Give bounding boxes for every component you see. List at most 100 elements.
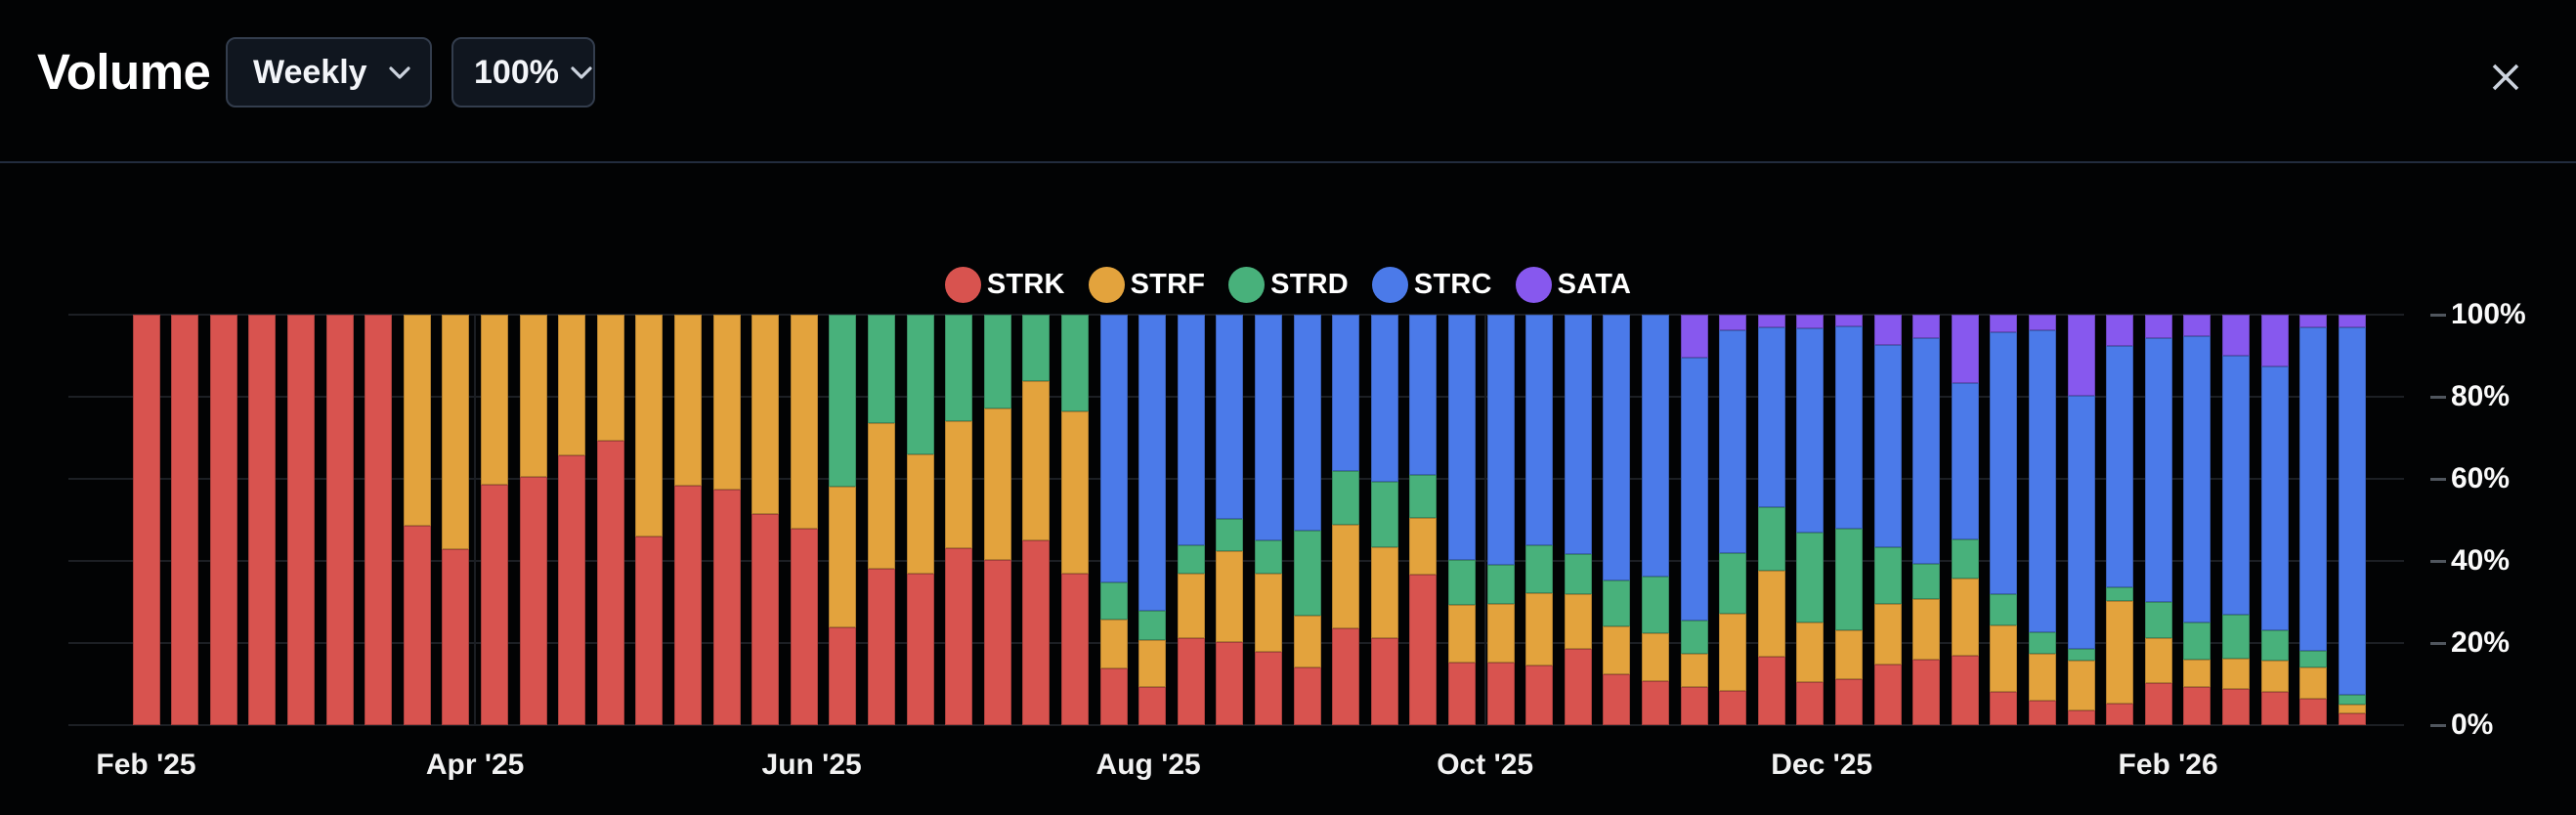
- bar-week-32[interactable]: [1332, 315, 1360, 725]
- bar-week-34[interactable]: [1409, 315, 1438, 725]
- bar-week-38[interactable]: [1564, 315, 1592, 725]
- bar-week-37[interactable]: [1525, 315, 1554, 725]
- bar-week-48[interactable]: [1951, 315, 1979, 725]
- scale-dropdown[interactable]: 100%: [451, 37, 595, 107]
- bar-segment-strk: [2221, 689, 2250, 725]
- bar-week-43[interactable]: [1757, 315, 1785, 725]
- bar-week-45[interactable]: [1834, 315, 1863, 725]
- bar-week-18[interactable]: [790, 315, 818, 725]
- bar-week-30[interactable]: [1254, 315, 1282, 725]
- legend-item-strf[interactable]: STRF: [1088, 266, 1206, 303]
- bar-week-44[interactable]: [1796, 315, 1825, 725]
- bar-segment-strf: [1951, 578, 1979, 657]
- bar-week-54[interactable]: [2183, 315, 2211, 725]
- bar-segment-sata: [1796, 315, 1825, 328]
- bar-segment-strd: [945, 315, 973, 422]
- bar-week-52[interactable]: [2106, 315, 2134, 725]
- legend-item-strd[interactable]: STRD: [1228, 266, 1349, 303]
- x-axis-label: Aug '25: [1095, 749, 1201, 781]
- bar-week-40[interactable]: [1641, 315, 1669, 725]
- bar-week-49[interactable]: [1990, 315, 2018, 725]
- bar-week-8[interactable]: [403, 315, 431, 725]
- bar-segment-strf: [1177, 573, 1205, 639]
- bar-week-20[interactable]: [867, 315, 895, 725]
- bar-segment-strf: [790, 315, 818, 530]
- bar-segment-strc: [1332, 315, 1360, 471]
- bar-segment-strc: [1564, 315, 1592, 554]
- bar-segment-strc: [1719, 329, 1747, 554]
- gridline: [474, 315, 477, 725]
- bar-segment-strk: [1641, 681, 1669, 725]
- bar-week-3[interactable]: [209, 315, 237, 725]
- bar-week-50[interactable]: [2028, 315, 2056, 725]
- scale-dropdown-value: 100%: [474, 53, 559, 91]
- bar-segment-strd: [1564, 553, 1592, 595]
- bar-week-22[interactable]: [945, 315, 973, 725]
- bar-week-15[interactable]: [673, 315, 702, 725]
- bar-segment-strc: [2260, 365, 2289, 630]
- bar-segment-strd: [1060, 315, 1089, 412]
- bar-week-10[interactable]: [480, 315, 508, 725]
- bar-week-46[interactable]: [1873, 315, 1902, 725]
- bar-segment-strd: [906, 315, 934, 455]
- bar-week-9[interactable]: [442, 315, 470, 725]
- bar-week-7[interactable]: [365, 315, 393, 725]
- bar-week-19[interactable]: [829, 315, 857, 725]
- legend-item-strk[interactable]: STRK: [944, 266, 1065, 303]
- bar-week-24[interactable]: [1022, 315, 1051, 725]
- bar-week-6[interactable]: [325, 315, 354, 725]
- bar-week-35[interactable]: [1447, 315, 1476, 725]
- bar-week-17[interactable]: [751, 315, 780, 725]
- close-button[interactable]: [2480, 52, 2531, 103]
- bar-segment-strd: [1177, 544, 1205, 574]
- bar-week-55[interactable]: [2221, 315, 2250, 725]
- bar-week-27[interactable]: [1138, 315, 1167, 725]
- bar-segment-sata: [1680, 315, 1708, 358]
- period-dropdown[interactable]: Weekly: [226, 37, 432, 107]
- bar-week-11[interactable]: [519, 315, 547, 725]
- bar-week-29[interactable]: [1216, 315, 1244, 725]
- legend-item-sata[interactable]: SATA: [1515, 266, 1631, 303]
- bar-segment-sata: [2338, 315, 2366, 328]
- bar-week-16[interactable]: [712, 315, 741, 725]
- bar-segment-strc: [2106, 345, 2134, 587]
- legend-dot-icon: [1371, 266, 1408, 303]
- bar-week-5[interactable]: [286, 315, 315, 725]
- bar-week-1[interactable]: [132, 315, 160, 725]
- bar-segment-strc: [1486, 315, 1515, 566]
- bar-week-31[interactable]: [1293, 315, 1321, 725]
- bar-segment-strf: [1990, 624, 2018, 693]
- bar-week-36[interactable]: [1486, 315, 1515, 725]
- bar-week-13[interactable]: [596, 315, 624, 725]
- bar-segment-sata: [2067, 315, 2095, 397]
- bar-segment-strk: [1177, 638, 1205, 725]
- bar-week-41[interactable]: [1680, 315, 1708, 725]
- bar-week-2[interactable]: [171, 315, 199, 725]
- bar-week-42[interactable]: [1719, 315, 1747, 725]
- bar-week-57[interactable]: [2299, 315, 2328, 725]
- bar-week-4[interactable]: [248, 315, 277, 725]
- bar-week-56[interactable]: [2260, 315, 2289, 725]
- bar-segment-strd: [1603, 580, 1631, 626]
- bar-week-51[interactable]: [2067, 315, 2095, 725]
- bar-segment-strk: [1603, 673, 1631, 725]
- bar-week-33[interactable]: [1370, 315, 1398, 725]
- bar-week-39[interactable]: [1603, 315, 1631, 725]
- bar-week-25[interactable]: [1060, 315, 1089, 725]
- legend-item-strc[interactable]: STRC: [1371, 266, 1492, 303]
- bar-week-53[interactable]: [2144, 315, 2172, 725]
- bar-week-14[interactable]: [635, 315, 664, 725]
- bar-segment-strf: [1912, 599, 1941, 660]
- chevron-down-icon: [389, 66, 410, 79]
- bar-week-26[interactable]: [1099, 315, 1128, 725]
- bar-week-47[interactable]: [1912, 315, 1941, 725]
- bar-week-58[interactable]: [2338, 315, 2366, 725]
- bar-segment-strd: [1912, 563, 1941, 600]
- bar-week-12[interactable]: [558, 315, 586, 725]
- y-axis-label: 0%: [2451, 708, 2494, 741]
- bar-week-28[interactable]: [1177, 315, 1205, 725]
- bar-week-23[interactable]: [983, 315, 1011, 725]
- bar-segment-strf: [2067, 661, 2095, 710]
- bar-week-21[interactable]: [906, 315, 934, 725]
